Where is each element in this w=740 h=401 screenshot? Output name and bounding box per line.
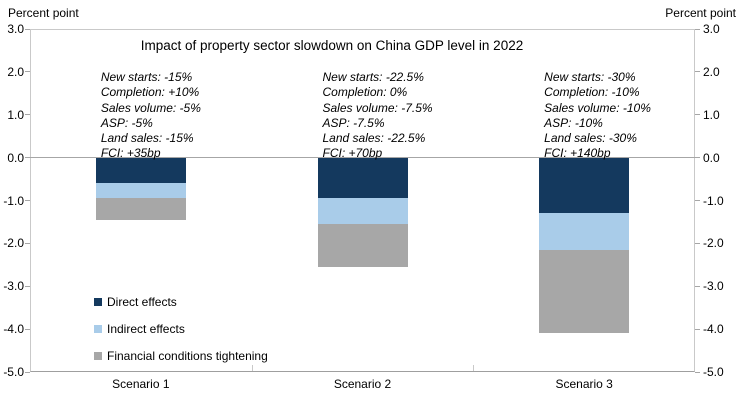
y-axis-label-left: 0.0 [7,150,24,165]
y-axis-label-right: -1.0 [703,193,724,208]
x-axis-label: Scenario 2 [333,377,392,391]
annotation-line: New starts: -15% [100,70,193,84]
bar-segment-direct-effects [539,157,630,214]
legend-label: Financial conditions tightening [107,348,268,363]
bar-segment-financial-conditions-tightening [317,224,408,267]
annotation-line: Land sales: -22.5% [322,131,426,146]
annotation-line: Land sales: -15% [100,131,194,146]
category-boundary-tick [251,365,253,371]
annotation-line: Sales volume: -5% [100,100,201,115]
y-axis-label-right: -5.0 [703,365,724,379]
y-axis-label-right: 0.0 [703,150,720,165]
bar-segment-direct-effects [95,157,186,184]
x-axis-label: Scenario 3 [555,377,613,391]
bar-segment-indirect-effects [95,183,186,199]
legend-swatch-icon [94,297,102,306]
y-tick-right [695,242,700,244]
annotation-line: ASP: -10% [544,115,603,130]
annotation-line: New starts: -22.5% [322,70,424,84]
y-tick-right [695,71,700,73]
y-tick-left [25,157,30,159]
y-axis-label-left: -5.0 [3,365,24,379]
legend-item: Direct effects [94,288,268,315]
annotation-line: New starts: -30% [544,70,636,84]
y-tick-right [695,285,700,287]
legend-item: Financial conditions tightening [94,342,268,369]
y-axis-label-left: 3.0 [7,22,24,36]
chart-title: Impact of property sector slowdown on Ch… [140,38,524,53]
y-tick-left [25,371,30,373]
annotation-line: Sales volume: -10% [544,100,651,115]
y-axis-label-right: 3.0 [703,22,720,36]
y-axis-unit-right: Percent point [665,6,736,20]
bar-segment-financial-conditions-tightening [539,249,630,334]
legend-swatch-icon [94,324,102,333]
annotation-line: ASP: -7.5% [322,115,385,130]
y-tick-right [695,114,700,116]
y-tick-left [25,114,30,116]
y-tick-left [25,242,30,244]
bar-segment-indirect-effects [317,198,408,225]
x-axis-label: Scenario 1 [112,377,170,391]
annotation-line: ASP: -5% [100,115,153,130]
y-tick-left [25,200,30,201]
y-axis-label-right: 1.0 [703,107,720,122]
legend-swatch-icon [94,351,102,360]
annotation-line: FCI: +140bp [544,146,611,161]
y-tick-right [695,200,700,201]
y-axis-label-left: -4.0 [3,322,24,337]
y-axis-label-right: 2.0 [703,64,720,79]
y-axis-label-right: -2.0 [703,236,724,251]
y-tick-left [25,71,30,73]
y-tick-right [695,371,700,373]
y-axis-label-left: -3.0 [3,279,24,294]
bar-segment-direct-effects [317,157,408,199]
y-tick-left [25,285,30,287]
scenario-annotation: New starts: -22.5% Completion: 0% Sales vo… [323,70,433,162]
annotation-line: Completion: +10% [100,85,200,100]
annotation-line: Land sales: -30% [544,131,637,146]
legend: Direct effects Indirect effects Financial … [94,288,268,369]
y-axis-label-left: -2.0 [3,236,24,251]
y-tick-right [695,28,700,30]
scenario-annotation: New starts: -30% Completion: -10% Sales vo… [544,70,651,162]
y-axis-unit-left: Percent point [8,6,79,20]
legend-label: Indirect effects [107,321,185,336]
y-tick-left [25,28,30,30]
annotation-line: Completion: -10% [544,85,640,100]
y-axis-label-right: -4.0 [703,322,724,337]
annotation-line: Sales volume: -7.5% [322,100,433,115]
annotation-line: Completion: 0% [322,85,408,100]
y-tick-right [695,157,700,159]
scenario-annotation: New starts: -15% Completion: +10% Sales vo… [101,70,201,162]
y-tick-right [695,328,700,330]
y-axis-label-right: -3.0 [703,279,724,294]
bar-segment-financial-conditions-tightening [95,198,186,220]
y-axis-label-left: -1.0 [3,193,24,208]
category-boundary-tick [473,365,475,371]
legend-item: Indirect effects [94,315,268,342]
bar-segment-indirect-effects [539,213,630,250]
y-tick-left [25,328,30,330]
annotation-line: FCI: +35bp [100,146,161,161]
y-axis-label-left: 1.0 [7,107,24,122]
legend-label: Direct effects [107,294,177,309]
y-axis-label-left: 2.0 [7,64,24,79]
annotation-line: FCI: +70bp [322,146,383,161]
